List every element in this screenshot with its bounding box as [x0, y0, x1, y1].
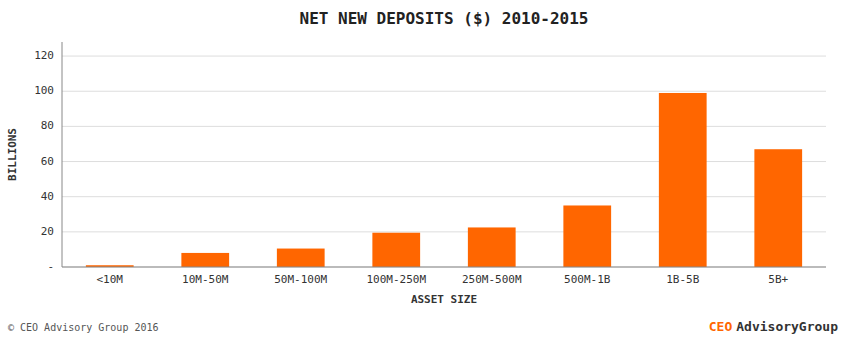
chart: - 20 40 60 80 100 120 <10M 10M-50M 50M-100M 100M-2…	[0, 0, 850, 339]
grid	[62, 56, 826, 267]
x-tick-label: 100M-250M	[366, 273, 426, 286]
bar	[563, 205, 611, 267]
x-tick-label: 250M-500M	[462, 273, 522, 286]
y-tick-label: 40	[41, 190, 54, 203]
bar	[181, 253, 229, 267]
grid-line	[62, 56, 826, 57]
grid-line	[62, 267, 826, 268]
logo-ceo: CEO	[709, 319, 733, 334]
logo-text: CEOAdvisoryGroup	[709, 319, 838, 334]
y-tick-label: 60	[41, 155, 54, 168]
x-tick-label: 10M-50M	[182, 273, 229, 286]
x-ticks: <10M 10M-50M 50M-100M 100M-250M 250M-500M 500…	[97, 273, 789, 286]
x-tick-label: 50M-100M	[274, 273, 327, 286]
x-tick-label: 5B+	[768, 273, 788, 286]
x-axis-label: ASSET SIZE	[411, 293, 477, 306]
x-axis-line	[62, 267, 826, 268]
chart-container: - 20 40 60 80 100 120 <10M 10M-50M 50M-100M 100M-2…	[0, 0, 850, 339]
bar	[277, 249, 325, 267]
logo: CEOAdvisoryGroup	[709, 319, 838, 334]
logo-rest: AdvisoryGroup	[736, 319, 838, 334]
y-tick-label: 120	[34, 49, 54, 62]
y-tick-label: -	[47, 260, 54, 273]
footer: © CEO Advisory Group 2016	[8, 322, 159, 333]
x-tick-label: 1B-5B	[666, 273, 699, 286]
bar	[659, 93, 707, 267]
grid-line	[62, 91, 826, 92]
grid-line	[62, 196, 826, 197]
bars	[86, 93, 802, 267]
x-tick-label: 500M-1B	[564, 273, 611, 286]
bar	[754, 149, 802, 267]
bar	[372, 233, 420, 267]
y-axis-line	[62, 42, 63, 267]
y-tick-label: 80	[41, 119, 54, 132]
bar	[468, 227, 516, 267]
title: NET NEW DEPOSITS ($) 2010-2015	[300, 9, 589, 28]
grid-line	[62, 161, 826, 162]
grid-line	[62, 231, 826, 232]
y-tick-label: 20	[41, 225, 54, 238]
x-tick-label: <10M	[97, 273, 124, 286]
y-tick-label: 100	[34, 84, 54, 97]
y-ticks: - 20 40 60 80 100 120	[34, 49, 54, 273]
y-axis-label: BILLIONS	[6, 128, 19, 181]
grid-line	[62, 126, 826, 127]
